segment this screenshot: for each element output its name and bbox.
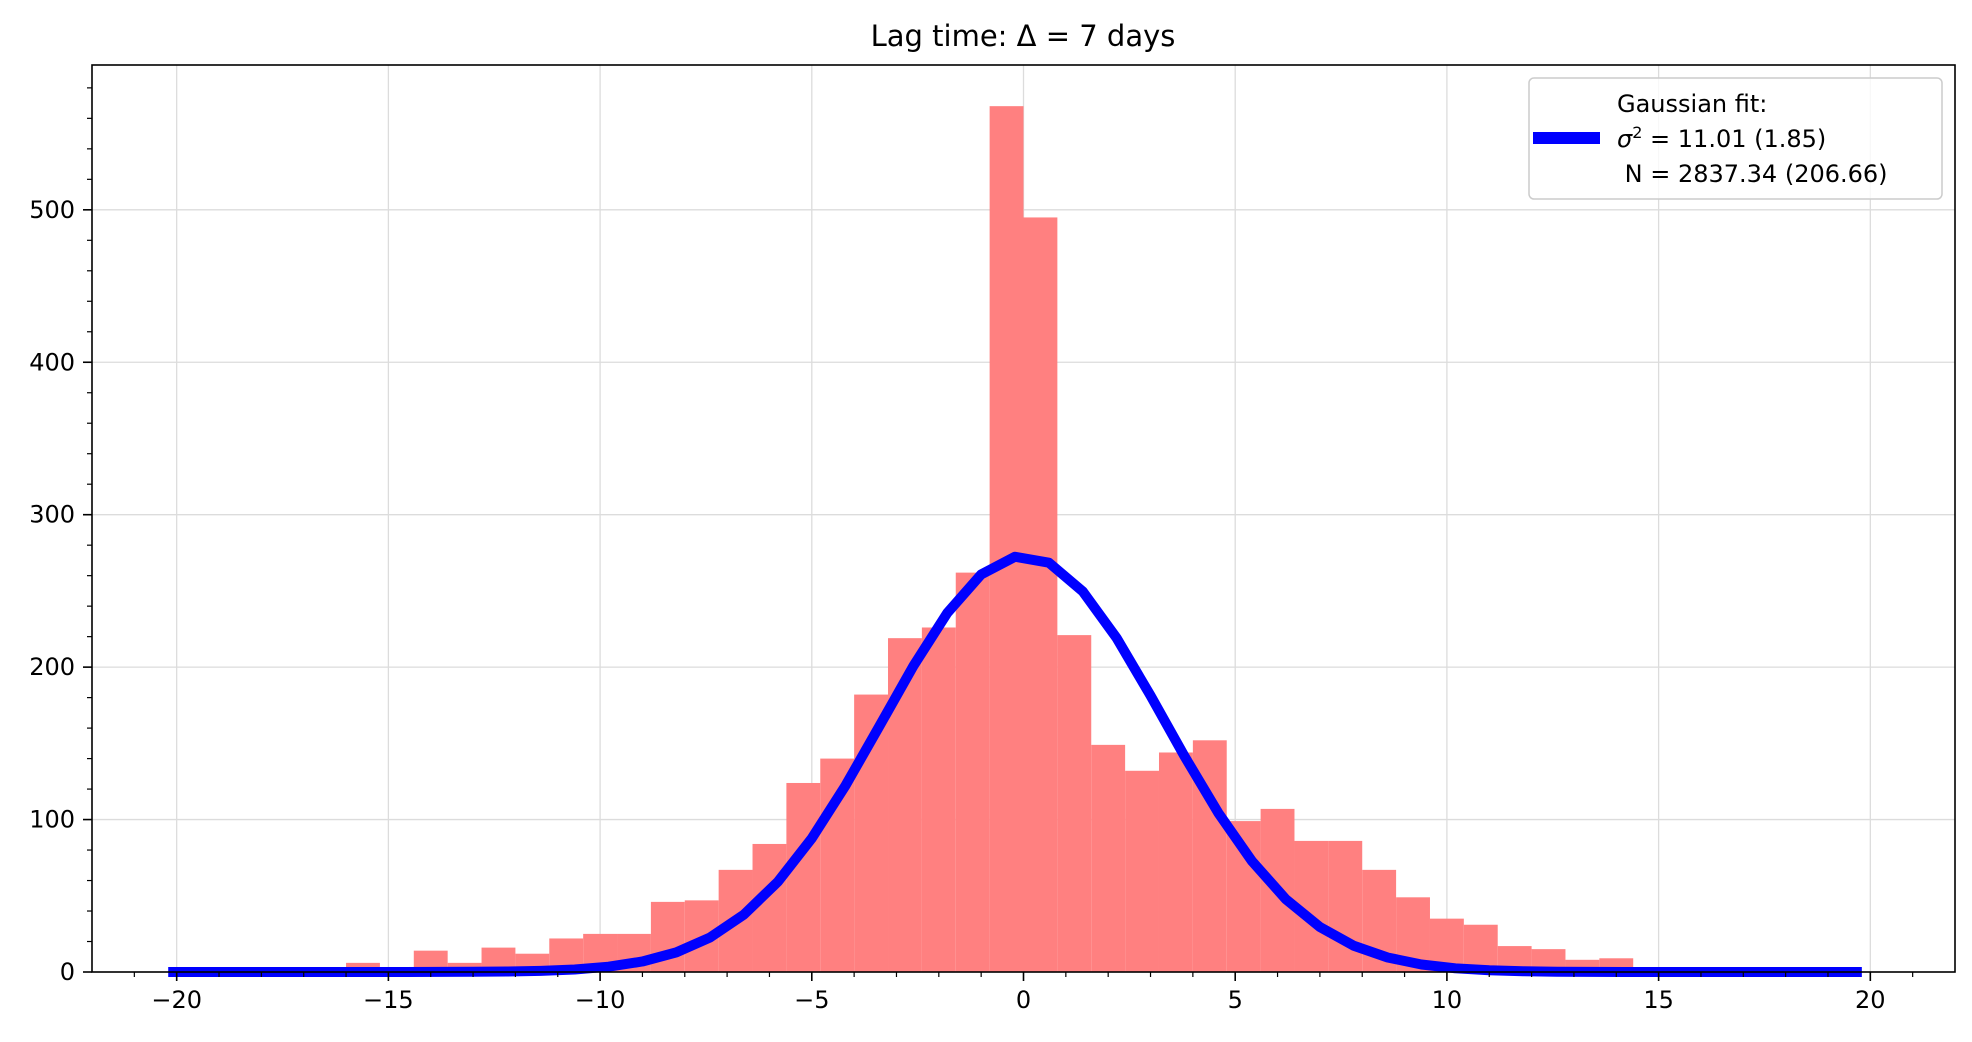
histogram-bar xyxy=(413,950,448,972)
legend-sigma-value: = 11.01 (1.85) xyxy=(1642,125,1826,153)
histogram-bar xyxy=(1023,217,1058,972)
histogram-bar xyxy=(786,782,821,972)
y-tick-label: 100 xyxy=(29,806,75,834)
y-tick-label: 200 xyxy=(29,653,75,681)
histogram-bar xyxy=(1531,949,1566,972)
y-tick-label: 0 xyxy=(60,958,75,986)
legend-box xyxy=(1528,77,1943,200)
x-tick-label: 0 xyxy=(1016,986,1031,1014)
x-tick-label: −15 xyxy=(363,986,414,1014)
legend-line-3: N = 2837.34 (206.66) xyxy=(1617,160,1888,188)
x-tick-label: −20 xyxy=(151,986,202,1014)
y-tick-label: 400 xyxy=(29,348,75,376)
legend-sigma-sup: 2 xyxy=(1632,123,1642,142)
x-tick-label: −5 xyxy=(794,986,829,1014)
histogram-bar xyxy=(1328,840,1363,972)
chart-title: Lag time: Δ = 7 days xyxy=(871,19,1176,53)
histogram-bar xyxy=(1125,770,1159,972)
histogram-bar xyxy=(752,843,787,972)
histogram-bar xyxy=(1463,924,1498,972)
x-tick-label: 5 xyxy=(1228,986,1243,1014)
y-tick-label: 300 xyxy=(29,501,75,529)
histogram-bars xyxy=(346,106,1634,973)
y-tick-label: 500 xyxy=(29,196,75,224)
legend-line-1: Gaussian fit: xyxy=(1617,90,1767,118)
histogram-bar xyxy=(1091,744,1126,972)
legend-line-2: σ2 = 11.01 (1.85) xyxy=(1617,123,1826,154)
x-tick-label: 20 xyxy=(1855,986,1886,1014)
legend-sigma: σ xyxy=(1617,125,1633,153)
histogram-bar xyxy=(1158,752,1193,972)
x-tick-label: 15 xyxy=(1643,986,1674,1014)
x-tick-label: 10 xyxy=(1432,986,1463,1014)
histogram-bar xyxy=(989,106,1024,973)
histogram-bar xyxy=(1057,635,1092,972)
histogram-bar xyxy=(955,572,990,972)
histogram-bar xyxy=(921,627,956,972)
x-tick-label: −10 xyxy=(575,986,626,1014)
legend: Gaussian fit: σ2 = 11.01 (1.85) N = 2837… xyxy=(1528,77,1943,200)
